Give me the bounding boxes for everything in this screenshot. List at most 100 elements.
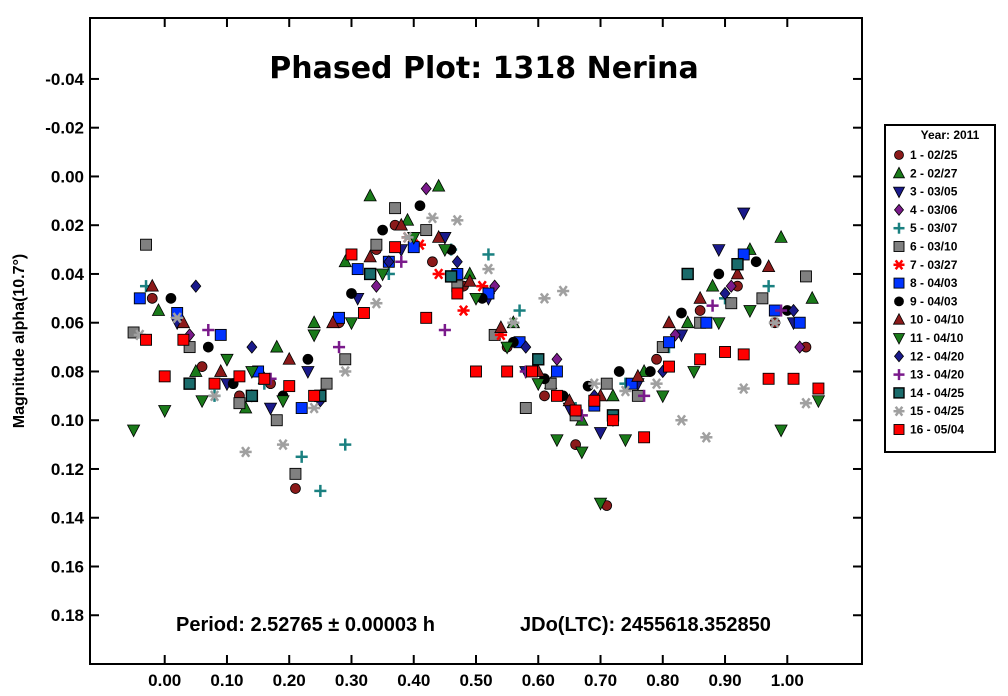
data-point bbox=[638, 431, 651, 444]
data-point bbox=[719, 286, 731, 301]
data-point bbox=[307, 315, 321, 329]
data-point bbox=[794, 340, 806, 354]
data-point bbox=[370, 297, 383, 309]
data-point bbox=[651, 353, 662, 365]
data-point bbox=[607, 414, 619, 427]
legend-marker bbox=[892, 333, 906, 345]
data-point bbox=[338, 254, 352, 268]
data-point bbox=[314, 484, 327, 497]
chart-title: Phased Plot: 1318 Nerina bbox=[269, 51, 698, 86]
series-10 bbox=[145, 217, 776, 407]
data-point bbox=[694, 353, 707, 366]
data-point bbox=[687, 366, 701, 379]
data-point bbox=[736, 207, 751, 221]
legend-entry: 4 - 03/06 bbox=[910, 203, 958, 217]
data-point bbox=[750, 256, 762, 268]
data-point bbox=[438, 244, 452, 258]
data-point bbox=[339, 353, 352, 366]
data-point bbox=[383, 255, 395, 269]
legend-entry: 3 - 03/05 bbox=[910, 185, 958, 199]
data-point bbox=[451, 214, 464, 226]
data-point bbox=[805, 290, 819, 304]
data-point bbox=[593, 427, 608, 440]
data-point bbox=[295, 402, 308, 414]
data-point bbox=[301, 366, 315, 379]
data-point bbox=[276, 439, 290, 451]
data-point bbox=[377, 224, 388, 236]
data-point bbox=[289, 467, 302, 480]
data-point bbox=[339, 365, 352, 378]
legend-entry: 15 - 04/25 bbox=[910, 404, 964, 418]
data-point bbox=[669, 328, 681, 342]
data-point bbox=[600, 377, 613, 390]
data-point bbox=[195, 395, 209, 409]
x-tick-label: 0.90 bbox=[708, 671, 741, 690]
legend-entry: 5 - 03/07 bbox=[910, 221, 958, 235]
data-point bbox=[370, 279, 382, 293]
data-point bbox=[157, 405, 172, 418]
data-point bbox=[550, 365, 563, 378]
data-point bbox=[177, 333, 190, 346]
data-point bbox=[363, 267, 377, 281]
data-point bbox=[588, 378, 601, 390]
data-point bbox=[189, 364, 203, 377]
data-point bbox=[432, 268, 445, 280]
legend-marker bbox=[893, 387, 905, 399]
data-point bbox=[663, 360, 675, 373]
data-point bbox=[245, 389, 259, 403]
data-point bbox=[400, 212, 415, 226]
data-point bbox=[202, 341, 214, 353]
data-point bbox=[308, 402, 321, 414]
data-point bbox=[482, 263, 495, 275]
data-point bbox=[332, 341, 346, 354]
data-point bbox=[427, 256, 438, 268]
data-point bbox=[551, 352, 563, 366]
data-point bbox=[557, 285, 570, 297]
data-point bbox=[214, 328, 227, 341]
data-point bbox=[812, 382, 825, 395]
data-point bbox=[713, 268, 725, 280]
legend-title: Year: 2011 bbox=[921, 128, 980, 142]
y-axis-ticks: -0.04 -0.02 0.00 0.02 0.04 0.06 0.08 0.10 0.12 0.… bbox=[45, 70, 862, 625]
data-point bbox=[420, 311, 433, 324]
data-point bbox=[638, 389, 651, 402]
data-point bbox=[246, 340, 258, 354]
legend: Year: 2011 1 - 02/25 2 - 02/27 3 - 03/05 4 … bbox=[884, 124, 996, 453]
data-point bbox=[550, 389, 563, 402]
data-point bbox=[276, 395, 290, 409]
data-point bbox=[700, 431, 713, 443]
data-point bbox=[339, 438, 352, 451]
legend-entry: 11 - 04/10 bbox=[910, 331, 964, 345]
data-point bbox=[444, 270, 458, 283]
data-point bbox=[680, 315, 695, 329]
data-point bbox=[662, 315, 676, 329]
x-tick-label: 0.60 bbox=[522, 671, 555, 690]
data-point bbox=[290, 483, 301, 494]
data-point bbox=[469, 292, 483, 306]
data-point bbox=[214, 364, 228, 377]
data-point bbox=[593, 497, 608, 511]
data-point bbox=[375, 268, 390, 282]
data-point bbox=[531, 378, 545, 392]
series-15 bbox=[133, 212, 813, 458]
legend-entry: 10 - 04/10 bbox=[910, 313, 964, 327]
data-point bbox=[320, 377, 333, 390]
legend-marker bbox=[893, 259, 905, 270]
data-point bbox=[539, 390, 550, 402]
data-point bbox=[326, 315, 340, 329]
legend-entry: 6 - 03/10 bbox=[910, 240, 958, 254]
data-point bbox=[370, 238, 383, 251]
data-point bbox=[538, 292, 551, 304]
y-tick-label: -0.04 bbox=[45, 70, 84, 89]
data-point bbox=[426, 212, 439, 224]
legend-entry: 16 - 05/04 bbox=[910, 423, 964, 437]
data-point bbox=[270, 339, 284, 353]
legend-marker bbox=[892, 166, 906, 179]
legend-entry: 9 - 04/03 bbox=[910, 294, 958, 308]
data-point bbox=[470, 365, 482, 378]
series-13 bbox=[202, 255, 788, 422]
data-point bbox=[774, 229, 788, 243]
data-point bbox=[550, 434, 564, 448]
data-point bbox=[233, 370, 246, 383]
data-point bbox=[706, 299, 719, 312]
